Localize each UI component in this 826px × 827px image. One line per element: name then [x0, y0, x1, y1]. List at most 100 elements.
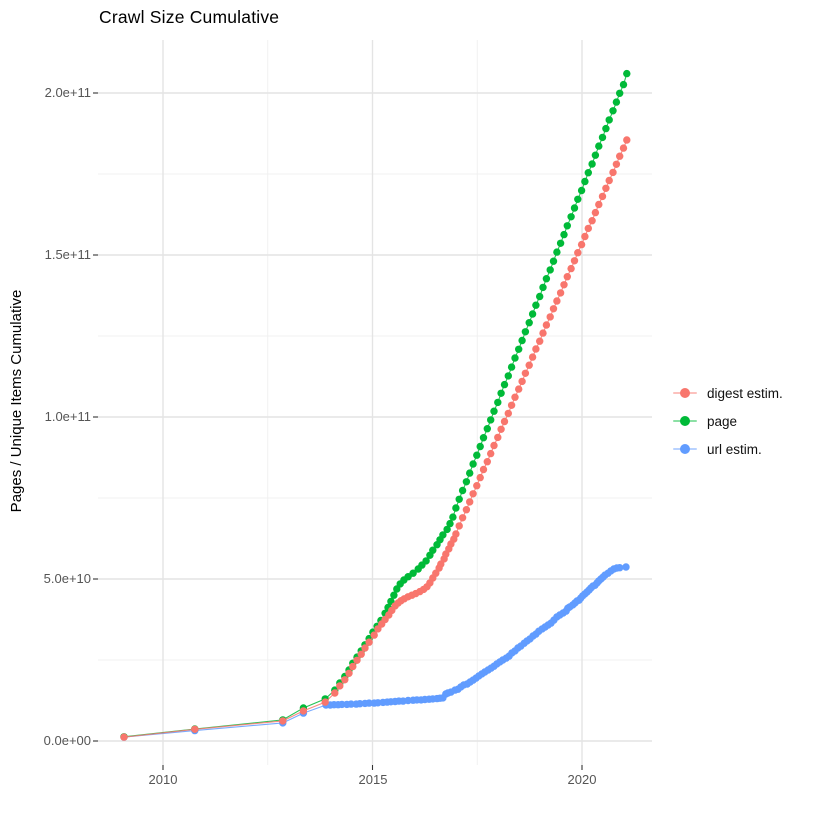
- data-point: [446, 519, 454, 528]
- data-point: [595, 200, 603, 209]
- legend-key-page-icon: [672, 412, 698, 430]
- series-line-url-estim-: [123, 566, 627, 738]
- data-point: [455, 522, 463, 530]
- data-point: [619, 144, 628, 152]
- data-point: [563, 222, 571, 230]
- data-point: [574, 195, 582, 203]
- data-point: [622, 563, 630, 571]
- data-point: [539, 283, 547, 292]
- data-point: [616, 564, 624, 572]
- data-point: [458, 514, 467, 522]
- data-point: [616, 89, 624, 98]
- legend-key-url-estim-icon: [672, 440, 698, 458]
- legend-item-url-estim: url estim.: [672, 435, 783, 463]
- data-point: [487, 416, 495, 424]
- data-point: [532, 301, 540, 309]
- y-tick-label-1: 5.0e+10: [43, 571, 91, 586]
- data-point: [361, 644, 369, 652]
- data-point: [528, 353, 537, 361]
- data-point: [336, 682, 344, 690]
- data-point: [473, 482, 481, 490]
- data-point: [612, 98, 621, 106]
- data-point: [567, 213, 575, 221]
- data-point: [455, 495, 463, 503]
- data-point: [560, 230, 568, 239]
- data-point: [591, 151, 600, 159]
- data-point: [476, 442, 484, 451]
- data-point: [370, 631, 378, 639]
- data-point: [497, 425, 505, 433]
- data-point: [521, 369, 530, 377]
- data-point: [542, 321, 551, 329]
- data-point: [536, 292, 544, 301]
- data-point: [577, 186, 586, 195]
- data-point: [602, 124, 610, 133]
- y-tick-label-3: 1.5e+11: [44, 247, 91, 262]
- data-point: [605, 116, 613, 124]
- data-point: [490, 441, 498, 450]
- data-point: [331, 689, 339, 697]
- x-tick-label-2020: 2020: [567, 772, 597, 787]
- data-point: [605, 176, 613, 185]
- page-title: Crawl Size Cumulative: [99, 7, 280, 27]
- data-point: [556, 239, 565, 247]
- data-point: [542, 275, 551, 283]
- data-point: [623, 69, 631, 78]
- data-point: [515, 385, 523, 393]
- data-point: [469, 460, 477, 468]
- data-point: [609, 168, 617, 177]
- data-point: [452, 530, 460, 538]
- data-point: [521, 328, 530, 336]
- y-axis-title: Pages / Unique Items Cumulative: [8, 289, 25, 513]
- legend: digest estim. page url estim.: [672, 379, 783, 463]
- data-point: [619, 80, 628, 89]
- data-point: [449, 513, 457, 521]
- y-tick-label-4: 2.0e+11: [44, 85, 91, 100]
- data-point: [584, 169, 592, 177]
- data-point: [588, 160, 596, 168]
- legend-label-digest-estim: digest estim.: [707, 385, 783, 401]
- data-point: [556, 289, 565, 297]
- data-point: [462, 478, 471, 486]
- data-point: [504, 409, 512, 418]
- data-point: [549, 257, 558, 265]
- data-point: [515, 345, 523, 353]
- data-point: [462, 506, 471, 514]
- data-point: [532, 345, 540, 353]
- data-point: [609, 107, 617, 115]
- legend-key-digest-estim-icon: [672, 384, 698, 402]
- data-point: [349, 662, 357, 671]
- data-point: [409, 569, 417, 577]
- data-point: [439, 531, 447, 539]
- data-point: [553, 248, 561, 256]
- data-point: [500, 417, 509, 426]
- data-point: [528, 310, 537, 318]
- data-point: [588, 217, 596, 225]
- x-tick-label-2010: 2010: [148, 772, 178, 787]
- data-point: [511, 393, 519, 401]
- data-point: [546, 266, 554, 274]
- data-point: [595, 142, 603, 150]
- data-point: [602, 184, 610, 192]
- data-point: [504, 372, 512, 380]
- data-point: [191, 725, 199, 733]
- data-point: [598, 192, 607, 201]
- data-point: [591, 208, 600, 217]
- data-point: [341, 676, 349, 684]
- data-point: [511, 354, 519, 362]
- data-point: [598, 133, 607, 142]
- data-point: [623, 136, 631, 144]
- data-point: [570, 257, 579, 265]
- data-point: [507, 401, 516, 409]
- data-point: [563, 273, 571, 281]
- legend-label-page: page: [707, 413, 738, 429]
- data-point: [279, 717, 287, 725]
- data-point: [321, 698, 329, 706]
- data-point: [347, 700, 355, 708]
- data-point: [616, 152, 624, 160]
- data-point: [507, 363, 516, 371]
- data-point: [577, 240, 586, 249]
- data-point: [525, 361, 533, 369]
- data-point: [365, 638, 373, 646]
